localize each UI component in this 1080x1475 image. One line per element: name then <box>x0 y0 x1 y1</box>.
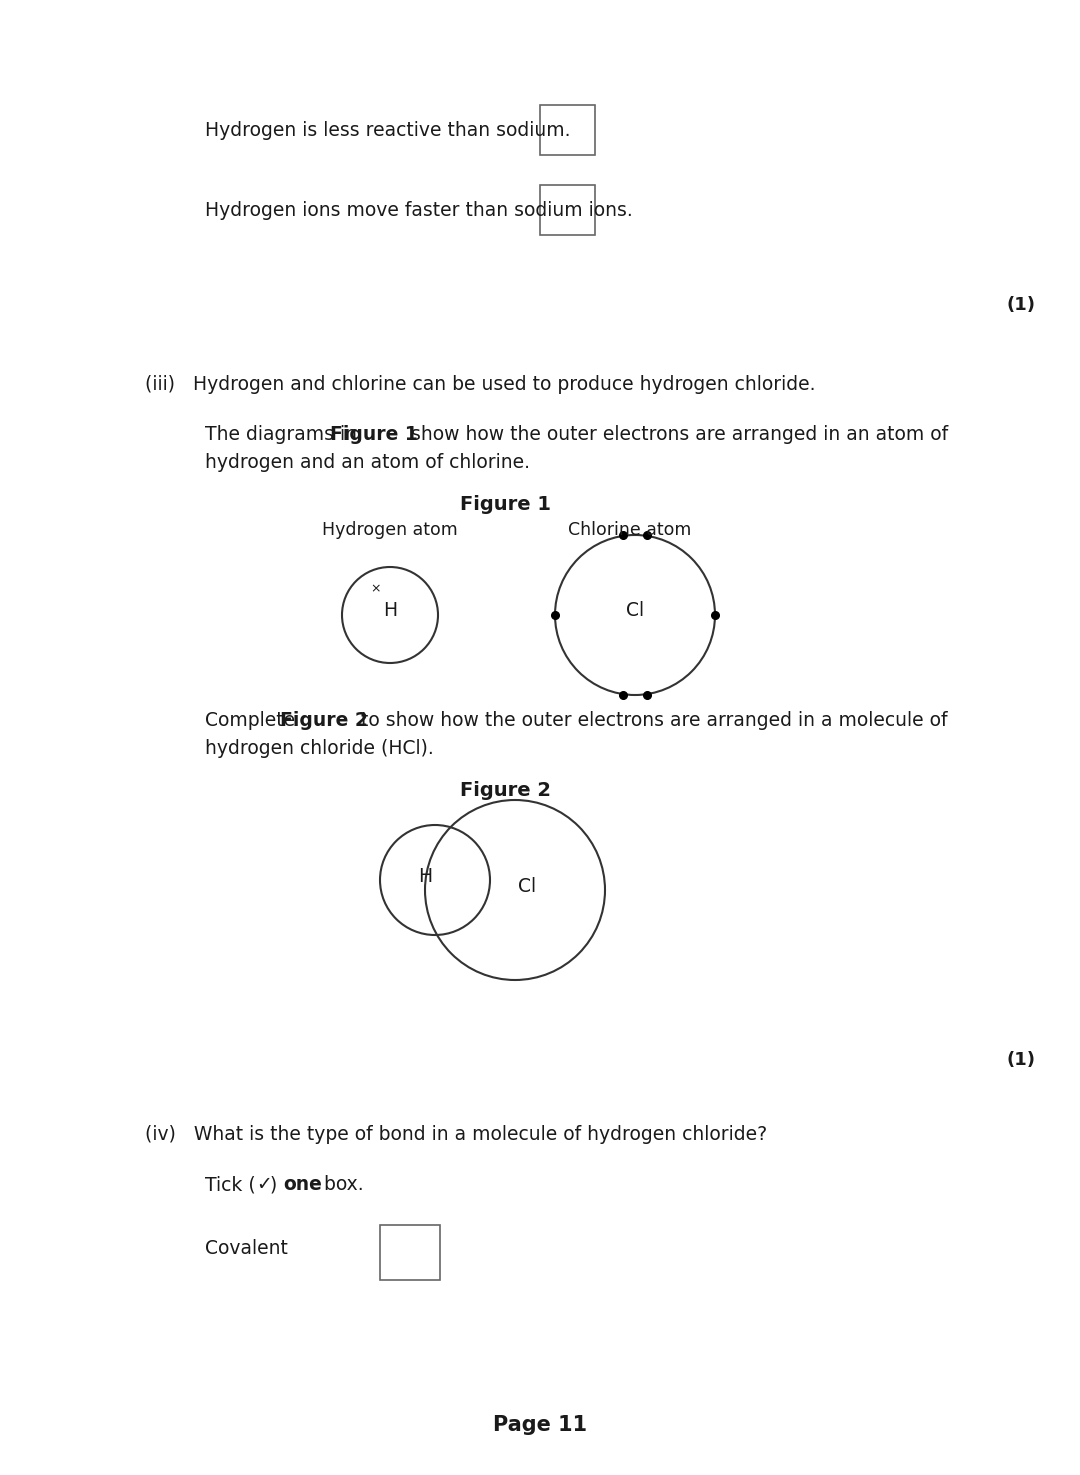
Bar <box>380 1226 440 1280</box>
Bar <box>540 184 595 235</box>
Text: Figure 1: Figure 1 <box>330 425 418 444</box>
Text: Covalent: Covalent <box>205 1239 288 1258</box>
Text: Hydrogen atom: Hydrogen atom <box>322 521 458 538</box>
Text: ✓: ✓ <box>256 1176 272 1195</box>
Text: Chlorine atom: Chlorine atom <box>568 521 691 538</box>
Text: H: H <box>418 866 432 885</box>
Text: The diagrams in: The diagrams in <box>205 425 363 444</box>
Text: to show how the outer electrons are arranged in a molecule of: to show how the outer electrons are arra… <box>355 711 947 730</box>
Text: Figure 2: Figure 2 <box>459 780 551 799</box>
Bar <box>540 105 595 155</box>
Text: Figure 2: Figure 2 <box>280 711 368 730</box>
Text: Cl: Cl <box>518 876 536 895</box>
Text: ×: × <box>370 583 381 596</box>
Text: ): ) <box>270 1176 283 1195</box>
Text: H: H <box>383 602 397 621</box>
Text: Hydrogen is less reactive than sodium.: Hydrogen is less reactive than sodium. <box>205 121 570 140</box>
Text: Complete: Complete <box>205 711 301 730</box>
Text: one: one <box>283 1176 322 1195</box>
Text: (1): (1) <box>1005 1052 1035 1069</box>
Text: (iii)   Hydrogen and chlorine can be used to produce hydrogen chloride.: (iii) Hydrogen and chlorine can be used … <box>145 376 815 394</box>
Text: show how the outer electrons are arranged in an atom of: show how the outer electrons are arrange… <box>405 425 948 444</box>
Text: box.: box. <box>318 1176 364 1195</box>
Text: Figure 1: Figure 1 <box>459 496 551 515</box>
Text: Cl: Cl <box>626 602 644 621</box>
Text: Hydrogen ions move faster than sodium ions.: Hydrogen ions move faster than sodium io… <box>205 201 633 220</box>
Text: Tick (: Tick ( <box>205 1176 256 1195</box>
Text: (1): (1) <box>1005 296 1035 314</box>
Text: hydrogen chloride (HCl).: hydrogen chloride (HCl). <box>205 739 434 758</box>
Text: Page 11: Page 11 <box>492 1415 588 1435</box>
Text: (iv)   What is the type of bond in a molecule of hydrogen chloride?: (iv) What is the type of bond in a molec… <box>145 1125 767 1145</box>
Text: hydrogen and an atom of chlorine.: hydrogen and an atom of chlorine. <box>205 453 530 472</box>
